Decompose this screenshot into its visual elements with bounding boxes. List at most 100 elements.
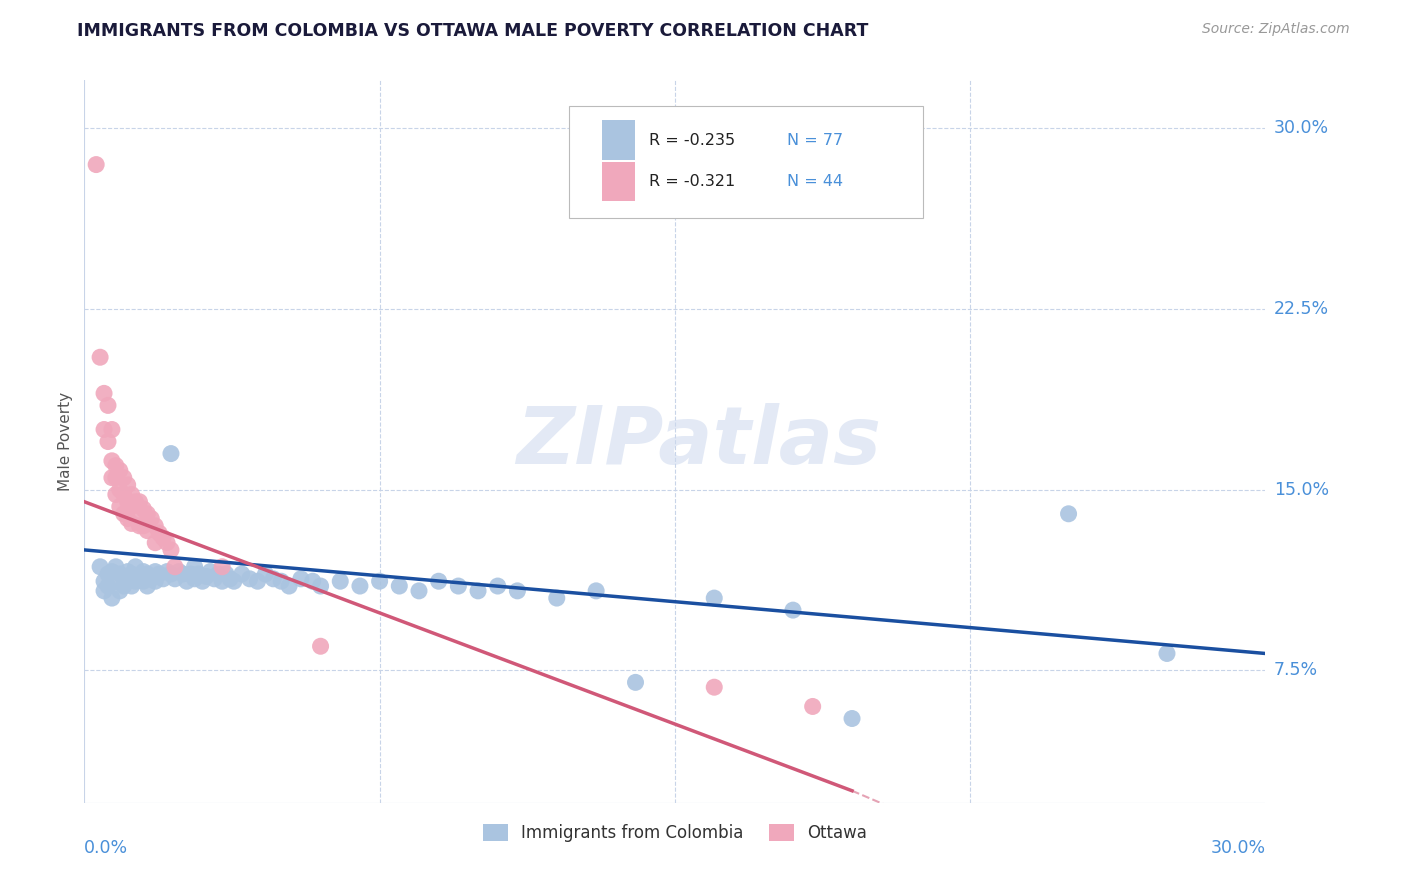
Text: R = -0.235: R = -0.235 (650, 133, 735, 148)
Point (546, 591, 568, 605)
Text: 0.0%: 0.0% (84, 838, 128, 857)
Point (486, 579, 509, 593)
Point (239, 572, 262, 586)
Point (136, 567, 159, 582)
Point (254, 567, 277, 582)
Point (801, 699, 824, 714)
Point (97, 567, 120, 582)
Text: N = 44: N = 44 (787, 174, 844, 189)
Point (117, 565, 139, 579)
Point (152, 531, 174, 545)
Point (163, 559, 186, 574)
Point (148, 567, 170, 582)
Point (143, 535, 166, 549)
Point (128, 494, 150, 508)
Point (349, 579, 371, 593)
Legend: Immigrants from Colombia, Ottawa: Immigrants from Colombia, Ottawa (477, 817, 873, 848)
Point (84, 157, 107, 171)
Point (163, 572, 186, 586)
Point (124, 494, 146, 508)
Point (202, 572, 225, 586)
Point (180, 567, 202, 582)
Point (136, 579, 159, 593)
Point (187, 567, 209, 582)
Point (97, 434, 120, 449)
Text: Source: ZipAtlas.com: Source: ZipAtlas.com (1202, 22, 1350, 37)
Point (160, 542, 183, 557)
Point (309, 579, 332, 593)
Point (167, 565, 190, 579)
Point (104, 458, 127, 473)
Text: 30.0%: 30.0% (1211, 838, 1265, 857)
Point (132, 574, 155, 589)
Point (143, 574, 166, 589)
Text: 7.5%: 7.5% (1274, 661, 1317, 680)
Point (97, 579, 120, 593)
Point (124, 574, 146, 589)
Point (301, 574, 323, 589)
Point (128, 569, 150, 583)
Point (93, 583, 115, 598)
Point (124, 507, 146, 521)
Point (121, 567, 143, 582)
Point (156, 565, 179, 579)
FancyBboxPatch shape (568, 105, 922, 218)
Point (703, 680, 725, 694)
Point (128, 518, 150, 533)
Point (117, 478, 139, 492)
Point (97, 398, 120, 412)
Point (143, 518, 166, 533)
Point (112, 507, 135, 521)
Point (93, 574, 115, 589)
Text: 30.0%: 30.0% (1274, 120, 1329, 137)
Point (262, 572, 284, 586)
Point (219, 572, 242, 586)
Point (101, 591, 124, 605)
Point (143, 565, 166, 579)
Point (207, 567, 229, 582)
Point (132, 518, 155, 533)
Y-axis label: Male Poverty: Male Poverty (58, 392, 73, 491)
Point (132, 502, 155, 516)
Point (121, 487, 143, 501)
Text: 22.5%: 22.5% (1274, 300, 1329, 318)
Point (104, 487, 127, 501)
Point (136, 524, 159, 538)
Text: 15.0%: 15.0% (1274, 481, 1329, 499)
Point (408, 583, 430, 598)
Point (156, 535, 179, 549)
Point (215, 567, 238, 582)
Point (1057, 507, 1080, 521)
Point (211, 559, 233, 574)
Point (246, 574, 269, 589)
Point (101, 422, 124, 436)
Point (117, 574, 139, 589)
Point (112, 487, 135, 501)
Point (108, 567, 131, 582)
Point (447, 579, 470, 593)
Point (141, 572, 163, 586)
Point (290, 572, 312, 586)
Point (148, 526, 170, 541)
Point (132, 565, 155, 579)
Point (222, 574, 245, 589)
Point (841, 712, 863, 726)
Point (176, 574, 198, 589)
Point (141, 511, 163, 525)
Point (152, 572, 174, 586)
Point (93, 422, 115, 436)
Point (93, 386, 115, 401)
Point (101, 470, 124, 484)
Point (231, 567, 253, 582)
Point (117, 511, 139, 525)
Point (160, 567, 183, 582)
Point (200, 565, 222, 579)
Point (124, 559, 146, 574)
Point (467, 583, 489, 598)
Point (368, 574, 391, 589)
Point (624, 675, 647, 690)
Bar (602, 161, 634, 202)
Point (278, 579, 301, 593)
Bar (602, 120, 634, 161)
Point (172, 567, 194, 582)
